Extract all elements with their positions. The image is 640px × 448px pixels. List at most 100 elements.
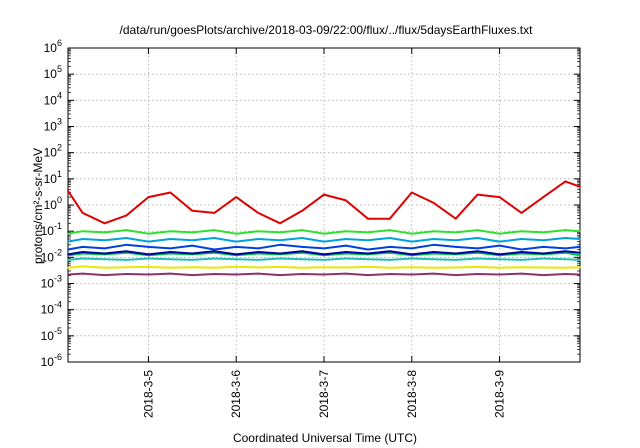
series-5-point bbox=[169, 238, 172, 240]
series-2-point bbox=[498, 258, 501, 261]
series-4-point bbox=[235, 246, 238, 248]
y-tick-exponent: 5 bbox=[57, 64, 62, 74]
series-1-point bbox=[125, 266, 128, 269]
series-8-point bbox=[191, 274, 194, 276]
series-4-point bbox=[257, 247, 260, 250]
y-tick-label: 10-3 bbox=[41, 274, 62, 291]
series-1-point bbox=[257, 266, 260, 269]
series-4-point bbox=[366, 248, 369, 251]
series-6-point bbox=[454, 231, 457, 234]
series-9-point bbox=[579, 185, 581, 188]
series-4-point bbox=[67, 248, 69, 251]
series-8-point bbox=[410, 273, 413, 276]
series-1-point bbox=[279, 266, 282, 268]
series-8-point bbox=[345, 272, 347, 275]
series-2-point bbox=[323, 258, 325, 261]
series-6-point bbox=[366, 231, 369, 234]
series-9-point bbox=[81, 211, 84, 214]
x-tick-label: 2018-3-6 bbox=[229, 370, 243, 418]
series-1-point bbox=[345, 266, 347, 269]
series-8-point bbox=[279, 274, 282, 276]
series-1-point bbox=[498, 266, 501, 269]
series-4-point bbox=[432, 243, 435, 246]
x-tick-label-group: 2018-3-7 bbox=[317, 370, 331, 418]
series-4-point bbox=[103, 247, 106, 250]
series-4-point bbox=[125, 243, 128, 246]
series-1-point bbox=[301, 266, 303, 269]
series-2-point bbox=[191, 258, 194, 261]
series-6-point bbox=[301, 229, 303, 231]
y-tick-exponent: -3 bbox=[54, 274, 62, 284]
series-9-point bbox=[147, 196, 150, 199]
series-1-point bbox=[454, 266, 457, 269]
series-2-point bbox=[432, 258, 435, 261]
series-6-point bbox=[279, 231, 282, 234]
series-5-point bbox=[235, 240, 238, 243]
series-7-point bbox=[542, 252, 545, 255]
series-9-point bbox=[169, 191, 172, 194]
series-6-point bbox=[103, 231, 106, 234]
series-2-point bbox=[125, 258, 128, 261]
series-6-point bbox=[323, 232, 325, 235]
series-8-point bbox=[323, 273, 325, 276]
series-6-point bbox=[520, 230, 523, 233]
series-2-point bbox=[169, 258, 172, 261]
series-2-point bbox=[257, 258, 260, 261]
series-2-point bbox=[454, 258, 457, 261]
series-1-point bbox=[213, 266, 216, 269]
series-9-point bbox=[366, 217, 369, 220]
series-5-point bbox=[388, 237, 391, 239]
series-6-point bbox=[410, 232, 413, 235]
series-5-point bbox=[257, 238, 260, 240]
series-9-point bbox=[301, 209, 303, 212]
y-tick-label: 10-1 bbox=[41, 221, 62, 238]
series-9-point bbox=[410, 191, 413, 194]
series-7-point bbox=[410, 253, 413, 256]
series-1-point bbox=[579, 266, 581, 269]
series-9-point bbox=[432, 202, 435, 204]
series-6-point bbox=[169, 230, 172, 233]
series-9-point bbox=[235, 196, 238, 199]
series-8-point bbox=[125, 273, 128, 275]
series-1-point bbox=[323, 266, 325, 269]
series-4-point bbox=[191, 244, 194, 247]
chart-title: /data/run/goesPlots/archive/2018-03-09/2… bbox=[120, 23, 534, 37]
series-2-point bbox=[564, 258, 567, 261]
series-7-point bbox=[235, 253, 238, 256]
series-5-point bbox=[67, 240, 69, 243]
series-5-point bbox=[542, 239, 545, 242]
x-tick-label: 2018-3-8 bbox=[405, 370, 419, 418]
series-7-point bbox=[388, 250, 391, 253]
series-9-point bbox=[454, 217, 457, 220]
series-6-point bbox=[432, 230, 435, 233]
series-9-point bbox=[213, 211, 216, 214]
x-tick-label-group: 2018-3-9 bbox=[493, 370, 507, 418]
series-6-point bbox=[345, 230, 347, 233]
y-tick-label: 100 bbox=[44, 195, 62, 212]
series-1-point bbox=[432, 266, 435, 269]
series-5-point bbox=[520, 238, 523, 240]
series-9-point bbox=[542, 196, 545, 199]
series-6-point bbox=[476, 229, 479, 231]
series-8-point bbox=[81, 272, 84, 275]
y-tick-label: 10-2 bbox=[41, 247, 62, 264]
series-2-point bbox=[235, 258, 238, 261]
series-2-point bbox=[388, 258, 391, 261]
series-7-point bbox=[147, 253, 150, 256]
series-1-point bbox=[520, 266, 523, 269]
series-9-point bbox=[323, 193, 325, 196]
series-6-point bbox=[81, 230, 84, 233]
series-7-point bbox=[520, 251, 523, 253]
series-5-point bbox=[147, 240, 150, 243]
series-4-point bbox=[169, 247, 172, 250]
x-tick-label-group: 2018-3-8 bbox=[405, 370, 419, 418]
y-tick-exponent: -4 bbox=[54, 300, 62, 310]
series-8-point bbox=[520, 272, 523, 275]
series-2-point bbox=[213, 257, 216, 260]
y-tick-label: 106 bbox=[44, 38, 62, 55]
series-7-point bbox=[169, 251, 172, 253]
series-1-point bbox=[191, 266, 194, 269]
series-4-point bbox=[388, 246, 391, 248]
series-7-point bbox=[323, 253, 325, 256]
series-7-point bbox=[257, 251, 260, 253]
